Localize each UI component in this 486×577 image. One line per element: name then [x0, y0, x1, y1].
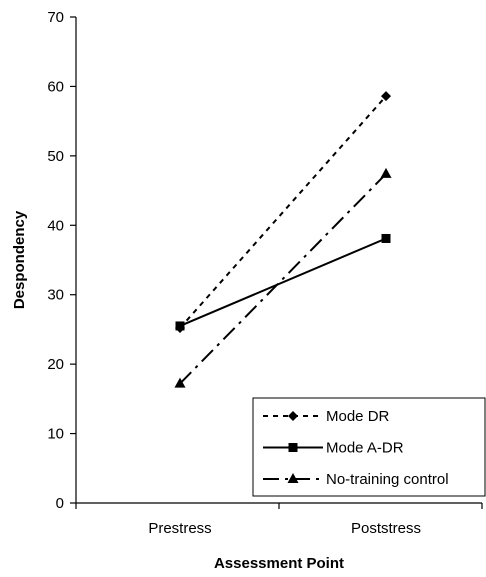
legend-marker	[288, 443, 298, 452]
series-line	[179, 237, 387, 327]
series-0	[175, 91, 391, 334]
x-ticks: Prestress Poststress	[75, 503, 483, 537]
legend-label: Mode A-DR	[326, 440, 404, 457]
legend-marker	[287, 473, 299, 483]
y-tick-label: 50	[47, 148, 64, 165]
y-tick-label: 40	[47, 217, 64, 234]
series-2	[174, 167, 392, 388]
data-point	[174, 377, 186, 388]
legend-marker	[288, 411, 298, 421]
series-line	[179, 95, 387, 329]
x-tick-label: Poststress	[351, 520, 421, 537]
y-tick-label: 70	[47, 9, 64, 26]
data-point	[381, 91, 391, 102]
series-1	[175, 233, 391, 331]
y-tick-label: 20	[47, 356, 64, 373]
y-tick-label: 0	[56, 495, 64, 512]
series-layer	[174, 91, 392, 388]
y-tick-label: 30	[47, 287, 64, 304]
data-point	[175, 321, 185, 331]
legend-label: No-training control	[326, 471, 449, 488]
legend-label: Mode DR	[326, 408, 390, 425]
y-tick-label: 60	[47, 78, 64, 95]
x-tick-label: Prestress	[148, 520, 211, 537]
legend: Mode DR Mode A-DR No-training control	[252, 397, 486, 497]
y-tick-label: 10	[47, 426, 64, 443]
data-point	[380, 167, 392, 178]
y-ticks: 0 10 20 30 40 50 60 70	[47, 9, 76, 512]
y-axis-title: Despondency	[11, 210, 28, 309]
data-point	[381, 233, 391, 243]
series-line	[179, 173, 387, 385]
x-axis-title: Assessment Point	[214, 555, 344, 572]
